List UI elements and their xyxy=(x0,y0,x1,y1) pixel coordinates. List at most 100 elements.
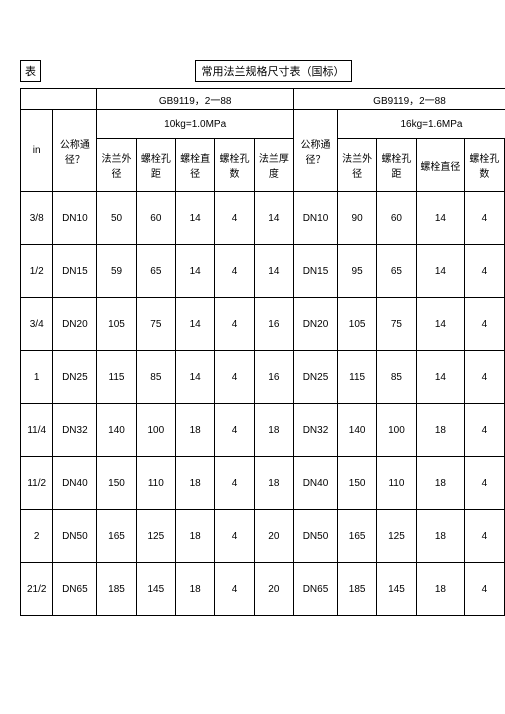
table-cell: 4 xyxy=(465,563,504,616)
table-cell: 18 xyxy=(416,563,465,616)
table-cell: 21/2 xyxy=(21,563,53,616)
flange-table: GB9119，2一88 GB9119，2一88 in 公称通径？ 10kg=1.… xyxy=(20,88,505,616)
table-cell: 115 xyxy=(337,351,376,404)
group-a: 10kg=1.0MPa xyxy=(97,110,294,139)
table-cell: 16 xyxy=(254,298,293,351)
table-cell: 100 xyxy=(377,404,416,457)
table-cell: 18 xyxy=(416,457,465,510)
table-cell: 95 xyxy=(337,245,376,298)
table-cell: 3/8 xyxy=(21,192,53,245)
table-cell: DN25 xyxy=(53,351,97,404)
table-cell: 1 xyxy=(21,351,53,404)
table-cell: 20 xyxy=(254,510,293,563)
table-cell: DN65 xyxy=(53,563,97,616)
table-cell: 4 xyxy=(465,192,504,245)
table-cell: DN10 xyxy=(294,192,338,245)
col-in: in xyxy=(21,110,53,192)
table-cell: 125 xyxy=(136,510,175,563)
table-cell: 185 xyxy=(97,563,136,616)
table-cell: 14 xyxy=(176,192,215,245)
table-cell: 59 xyxy=(97,245,136,298)
table-cell: 14 xyxy=(416,298,465,351)
table-cell: DN40 xyxy=(294,457,338,510)
table-cell: 125 xyxy=(377,510,416,563)
table-cell: 4 xyxy=(465,245,504,298)
table-cell: 14 xyxy=(254,192,293,245)
table-cell: 145 xyxy=(136,563,175,616)
table-cell: 115 xyxy=(97,351,136,404)
table-cell: 110 xyxy=(136,457,175,510)
table-cell: 18 xyxy=(176,404,215,457)
group-b: 16kg=1.6MPa xyxy=(337,110,505,139)
table-cell: 20 xyxy=(254,563,293,616)
table-cell: 4 xyxy=(215,457,254,510)
table-cell: 4 xyxy=(215,298,254,351)
table-cell: 145 xyxy=(377,563,416,616)
table-cell: 14 xyxy=(176,245,215,298)
table-cell: 100 xyxy=(136,404,175,457)
table-cell: 11/4 xyxy=(21,404,53,457)
table-cell: 4 xyxy=(465,457,504,510)
table-cell: 11/2 xyxy=(21,457,53,510)
table-cell: 140 xyxy=(97,404,136,457)
table-cell: 60 xyxy=(377,192,416,245)
table-cell: DN20 xyxy=(53,298,97,351)
table-cell: 14 xyxy=(176,351,215,404)
page-title: 常用法兰规格尺寸表（国标） xyxy=(195,60,352,82)
col-a-bcd: 螺栓孔距 xyxy=(136,139,175,192)
table-cell: DN65 xyxy=(294,563,338,616)
table-cell: 14 xyxy=(416,245,465,298)
col-dn: 公称通径？ xyxy=(53,110,97,192)
table-cell: 4 xyxy=(215,351,254,404)
table-cell: DN50 xyxy=(53,510,97,563)
table-cell: 185 xyxy=(337,563,376,616)
col-a-bn: 螺栓孔数 xyxy=(215,139,254,192)
table-cell: 65 xyxy=(136,245,175,298)
col-dn2: 公称通径？ xyxy=(294,110,338,192)
table-cell: 2 xyxy=(21,510,53,563)
table-cell: 4 xyxy=(215,563,254,616)
col-b-bn: 螺栓孔数 xyxy=(465,139,504,192)
table-cell: 105 xyxy=(337,298,376,351)
table-cell: 85 xyxy=(136,351,175,404)
table-cell: 4 xyxy=(465,404,504,457)
table-cell: 90 xyxy=(337,192,376,245)
table-cell: 65 xyxy=(377,245,416,298)
table-cell: 18 xyxy=(176,457,215,510)
table-cell: 14 xyxy=(254,245,293,298)
table-cell: 4 xyxy=(215,245,254,298)
table-cell: DN32 xyxy=(294,404,338,457)
table-cell: DN10 xyxy=(53,192,97,245)
table-cell: 4 xyxy=(215,404,254,457)
table-cell: 165 xyxy=(337,510,376,563)
table-cell: DN32 xyxy=(53,404,97,457)
table-label: 表 xyxy=(20,60,41,82)
table-cell: 75 xyxy=(136,298,175,351)
table-cell: DN15 xyxy=(294,245,338,298)
table-cell: 105 xyxy=(97,298,136,351)
table-cell: 18 xyxy=(416,510,465,563)
table-cell: 14 xyxy=(176,298,215,351)
col-b-bcd: 螺栓孔距 xyxy=(377,139,416,192)
col-b-od: 法兰外径 xyxy=(337,139,376,192)
table-cell: 165 xyxy=(97,510,136,563)
table-cell: 150 xyxy=(337,457,376,510)
table-cell: DN40 xyxy=(53,457,97,510)
spec-a: GB9119，2一88 xyxy=(97,89,294,110)
table-cell: 150 xyxy=(97,457,136,510)
col-b-bd: 螺栓直径 xyxy=(416,139,465,192)
table-cell: DN15 xyxy=(53,245,97,298)
table-cell: 75 xyxy=(377,298,416,351)
table-cell: 4 xyxy=(215,192,254,245)
table-cell: 3/4 xyxy=(21,298,53,351)
table-cell: 14 xyxy=(416,351,465,404)
table-cell: 1/2 xyxy=(21,245,53,298)
table-cell: 18 xyxy=(176,563,215,616)
table-cell: 85 xyxy=(377,351,416,404)
table-cell: 140 xyxy=(337,404,376,457)
table-cell: 14 xyxy=(416,192,465,245)
table-cell: DN20 xyxy=(294,298,338,351)
table-cell: 4 xyxy=(465,510,504,563)
col-a-th: 法兰厚度 xyxy=(254,139,293,192)
col-a-od: 法兰外径 xyxy=(97,139,136,192)
